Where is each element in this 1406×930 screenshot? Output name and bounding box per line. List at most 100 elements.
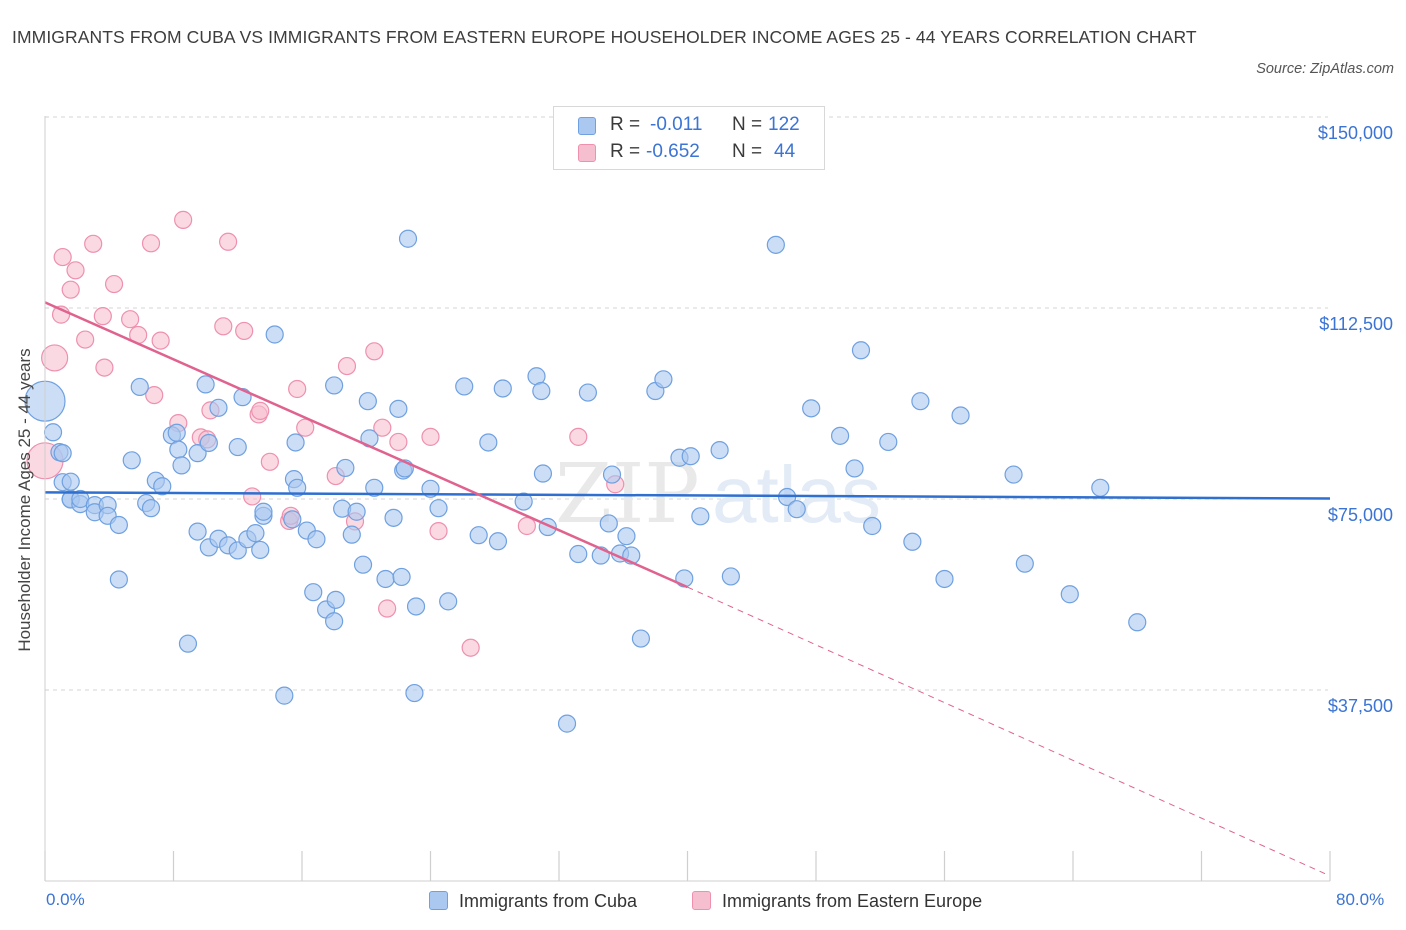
eastern-europe-point [41,344,69,372]
eastern-europe-point [373,418,392,437]
eastern-europe-point [251,401,270,420]
eastern-europe-point [260,452,279,471]
eastern-europe-point [365,342,384,361]
cuba-point [631,629,651,648]
cuba-point [406,597,426,616]
cuba-point [353,555,373,574]
cuba-point [533,464,553,483]
trend-line-cuba [44,491,1331,500]
cuba-point [325,376,344,395]
cuba-point [469,526,488,545]
eastern-europe-point [151,331,170,350]
eastern-europe-point [389,432,408,452]
eastern-europe-point [61,280,80,299]
eastern-europe-point [337,356,357,376]
cuba-point [347,502,366,521]
cuba-point [830,426,850,445]
cuba-point [455,377,474,396]
y-axis-label-wrap: Householder Income Ages 25 - 44 years [10,120,40,880]
legend-n-label: N = [732,114,763,135]
series-eastern-europe-points [26,210,625,657]
cuba-point [879,432,898,452]
eastern-europe-point [219,232,238,251]
eastern-europe-point [296,418,315,437]
cuba-point [429,499,448,518]
cuba-point [1091,478,1110,497]
cuba-point [109,570,128,589]
cuba-point [617,527,636,546]
cuba-point [863,516,882,536]
cuba-point [283,510,302,529]
legend-n-ee: 44 [774,141,796,162]
bottom-legend-swatch-ee [692,891,711,910]
legend-r-cuba: -0.011 [650,114,703,135]
x-axis-max-label: 80.0% [1336,890,1385,909]
cuba-point [710,441,729,460]
eastern-europe-point [53,247,72,267]
trend-line-eastern-europe-extension [687,586,1331,877]
source-label: Source: ZipAtlas.com [1256,61,1394,77]
cuba-point [1060,585,1079,604]
cuba-point [766,235,785,254]
cuba-point [172,456,191,475]
eastern-europe-point [145,385,164,405]
cuba-point [304,583,323,602]
cuba-point [326,590,345,609]
cuba-point [169,440,188,459]
eastern-europe-point [141,234,161,253]
eastern-europe-point [93,307,112,326]
cuba-point [358,392,377,411]
eastern-europe-point [76,330,95,349]
cuba-point [325,612,344,631]
x-axis-min-label: 0.0% [46,890,85,909]
cuba-point [251,540,270,560]
cuba-point [851,341,871,360]
cuba-point [199,433,218,453]
eastern-europe-point [288,379,307,399]
cuba-point [209,398,228,417]
cuba-point [153,477,172,496]
bottom-legend-swatch-cuba [429,891,448,910]
cuba-point [109,515,128,535]
eastern-europe-point [243,487,262,506]
legend-r-ee: -0.652 [646,141,700,162]
cuba-point [439,592,458,611]
cuba-point [376,569,395,589]
cuba-point [1004,465,1023,484]
cuba-point [342,525,361,544]
cuba-point [336,458,355,478]
cuba-point [951,406,970,425]
y-tick-label: $150,000 [1318,123,1393,143]
eastern-europe-point [84,234,103,253]
legend-n-label: N = [732,141,763,162]
cuba-point [681,447,700,466]
cuba-point [845,459,864,478]
cuba-point [141,499,161,518]
cuba-point [493,379,512,398]
cuba-point [196,375,215,394]
correlation-legend: R = -0.011 N = 122 R = -0.652 N = 44 [553,106,825,170]
eastern-europe-point [95,358,114,377]
cuba-point [654,370,673,389]
eastern-europe-point [235,321,254,341]
eastern-europe-point [378,599,397,618]
cuba-point [479,433,498,452]
cuba-point [228,437,247,457]
cuba-point [405,683,424,703]
cuba-point [53,444,72,463]
y-tick-labels: $150,000 $112,500 $75,000 $37,500 [1318,123,1393,716]
y-tick-label: $75,000 [1328,505,1393,525]
eastern-europe-point [461,638,480,657]
cuba-point [365,478,384,497]
cuba-point [392,567,411,587]
cuba-point [602,465,622,484]
cuba-point [188,522,207,541]
cuba-point [802,399,821,418]
bottom-legend-label-ee: Immigrants from Eastern Europe [722,891,983,911]
cuba-point [599,514,618,533]
cuba-point [721,567,740,586]
trend-line-eastern-europe [44,301,689,589]
trend-lines [44,301,1331,877]
eastern-europe-point [569,427,588,446]
